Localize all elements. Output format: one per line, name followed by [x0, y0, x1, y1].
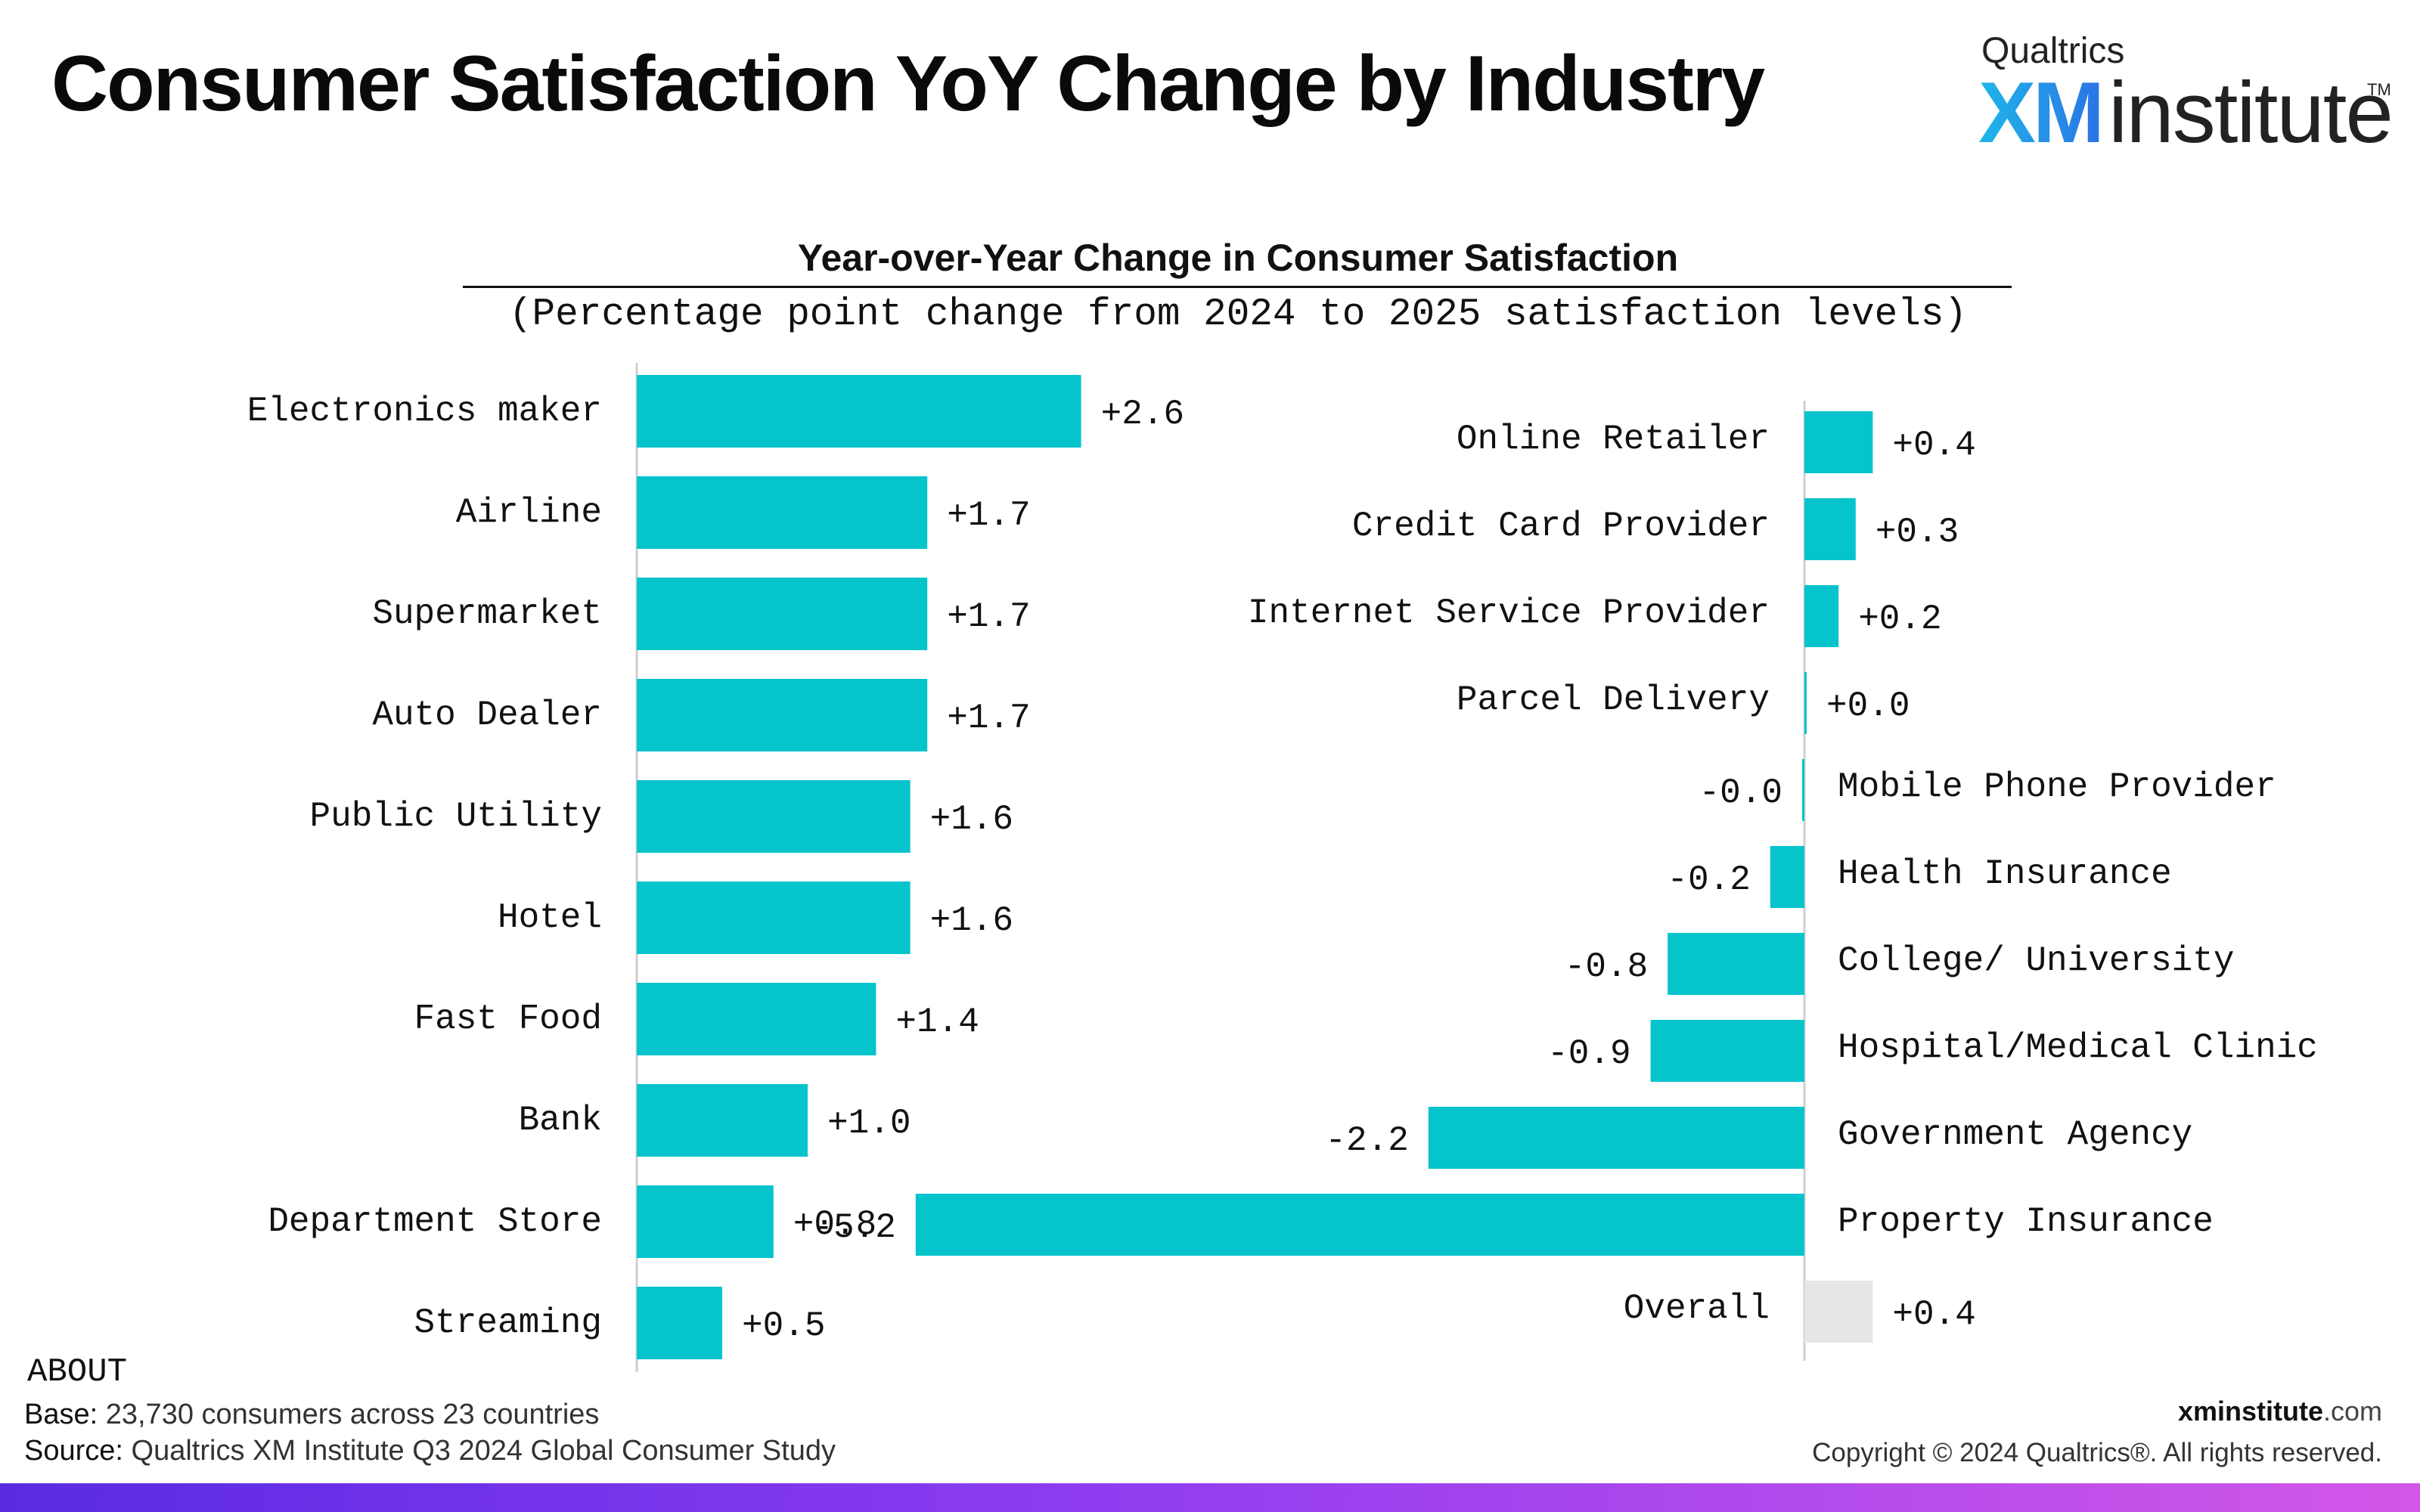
chart-title: Year-over-Year Change in Consumer Satisf… — [797, 237, 1679, 279]
category-label-1: Credit Card Provider — [1352, 507, 1770, 546]
bar-3 — [637, 679, 928, 751]
brand-logo-xm: XM — [1978, 65, 2105, 161]
category-label-7: Bank — [519, 1101, 602, 1140]
data-label-2: +1.7 — [947, 597, 1030, 637]
bar-8 — [637, 1185, 774, 1258]
data-label-5: -0.2 — [1667, 860, 1750, 900]
category-label-8: Department Store — [268, 1202, 602, 1241]
data-label-8: -2.2 — [1325, 1121, 1408, 1160]
chart-title-rule — [463, 286, 2012, 288]
bar-5 — [637, 881, 911, 954]
footer-website-link[interactable]: xminstitute.com — [2178, 1396, 2382, 1427]
footer-website-domain: xminstitute — [2177, 1396, 2323, 1427]
category-label-6: College/ University — [1838, 941, 2235, 981]
footer-base-value: 23,730 consumers across 23 countries — [105, 1399, 600, 1430]
bar-0 — [637, 375, 1081, 448]
data-label-4: -0.0 — [1699, 773, 1782, 813]
footer-base-label: Base: — [24, 1399, 98, 1430]
bar-7 — [637, 1084, 808, 1157]
bar-4 — [637, 780, 911, 853]
category-label-7: Hospital/Medical Clinic — [1838, 1028, 2318, 1067]
bar-3 — [1804, 672, 1807, 734]
bar-2 — [637, 578, 928, 650]
footer-source-label: Source: — [24, 1435, 123, 1467]
footer-copyright: Copyright © 2024 Qualtrics®. All rights … — [1812, 1438, 2382, 1467]
page-title: Consumer Satisfaction YoY Change by Indu… — [51, 40, 1765, 128]
data-label-4: +1.6 — [930, 800, 1013, 839]
bar-0 — [1804, 411, 1873, 473]
data-label-10: +0.4 — [1892, 1295, 1975, 1334]
bottom-gradient-bar — [0, 1483, 2420, 1512]
data-label-0: +2.6 — [1101, 395, 1184, 434]
chart-subtitle: (Percentage point change from 2024 to 20… — [508, 293, 1968, 336]
data-label-0: +0.4 — [1892, 426, 1975, 465]
category-label-4: Mobile Phone Provider — [1838, 767, 2276, 807]
footer-base: Base: 23,730 consumers across 23 countri… — [24, 1399, 599, 1431]
footer-website-tld: .com — [2322, 1396, 2382, 1427]
data-label-9: -5.2 — [812, 1208, 895, 1247]
bar-5 — [1770, 846, 1804, 908]
category-label-1: Airline — [456, 493, 602, 532]
brand-logo: Qualtrics XM institute TM — [1978, 30, 2394, 161]
category-label-0: Online Retailer — [1457, 420, 1770, 459]
bar-2 — [1804, 585, 1839, 647]
category-label-3: Parcel Delivery — [1457, 680, 1770, 720]
data-label-3: +1.7 — [947, 699, 1030, 738]
category-label-9: Property Insurance — [1838, 1202, 2214, 1241]
brand-logo-institute: institute — [2108, 65, 2394, 161]
footer-source-value: Qualtrics XM Institute Q3 2024 Global Co… — [131, 1435, 836, 1467]
data-label-9: +0.5 — [742, 1306, 825, 1346]
footer-source: Source: Qualtrics XM Institute Q3 2024 G… — [24, 1435, 836, 1467]
category-label-3: Auto Dealer — [372, 696, 602, 735]
data-label-7: -0.9 — [1547, 1034, 1630, 1074]
category-label-2: Internet Service Provider — [1248, 593, 1770, 633]
category-label-8: Government Agency — [1838, 1115, 2192, 1154]
data-label-6: -0.8 — [1565, 947, 1648, 987]
bar-1 — [637, 476, 928, 549]
bar-8 — [1428, 1107, 1804, 1169]
about-heading: ABOUT — [27, 1353, 128, 1391]
category-label-2: Supermarket — [372, 594, 602, 634]
bar-6 — [1668, 933, 1804, 995]
bar-6 — [637, 983, 876, 1055]
data-label-2: +0.2 — [1858, 600, 1941, 639]
category-label-9: Streaming — [414, 1303, 602, 1343]
data-label-5: +1.6 — [930, 901, 1013, 940]
data-label-1: +1.7 — [947, 496, 1030, 535]
data-label-3: +0.0 — [1826, 686, 1910, 726]
brand-logo-top: Qualtrics — [1981, 31, 2125, 71]
bar-7 — [1650, 1020, 1804, 1082]
category-label-6: Fast Food — [414, 999, 602, 1039]
category-label-4: Public Utility — [310, 797, 602, 836]
bar-10 — [1804, 1281, 1873, 1343]
data-label-8: +0.8 — [793, 1205, 876, 1244]
bar-1 — [1804, 498, 1856, 560]
data-label-7: +1.0 — [827, 1104, 911, 1143]
category-label-0: Electronics maker — [247, 392, 602, 431]
bar-4 — [1802, 759, 1804, 821]
category-label-5: Health Insurance — [1838, 854, 2172, 894]
category-label-10: Overall — [1624, 1289, 1770, 1328]
data-label-1: +0.3 — [1876, 513, 1959, 552]
data-label-6: +1.4 — [895, 1002, 979, 1042]
category-label-5: Hotel — [498, 898, 602, 937]
bar-9 — [637, 1287, 722, 1359]
bar-9 — [915, 1194, 1804, 1256]
brand-logo-tm: TM — [2367, 80, 2391, 99]
